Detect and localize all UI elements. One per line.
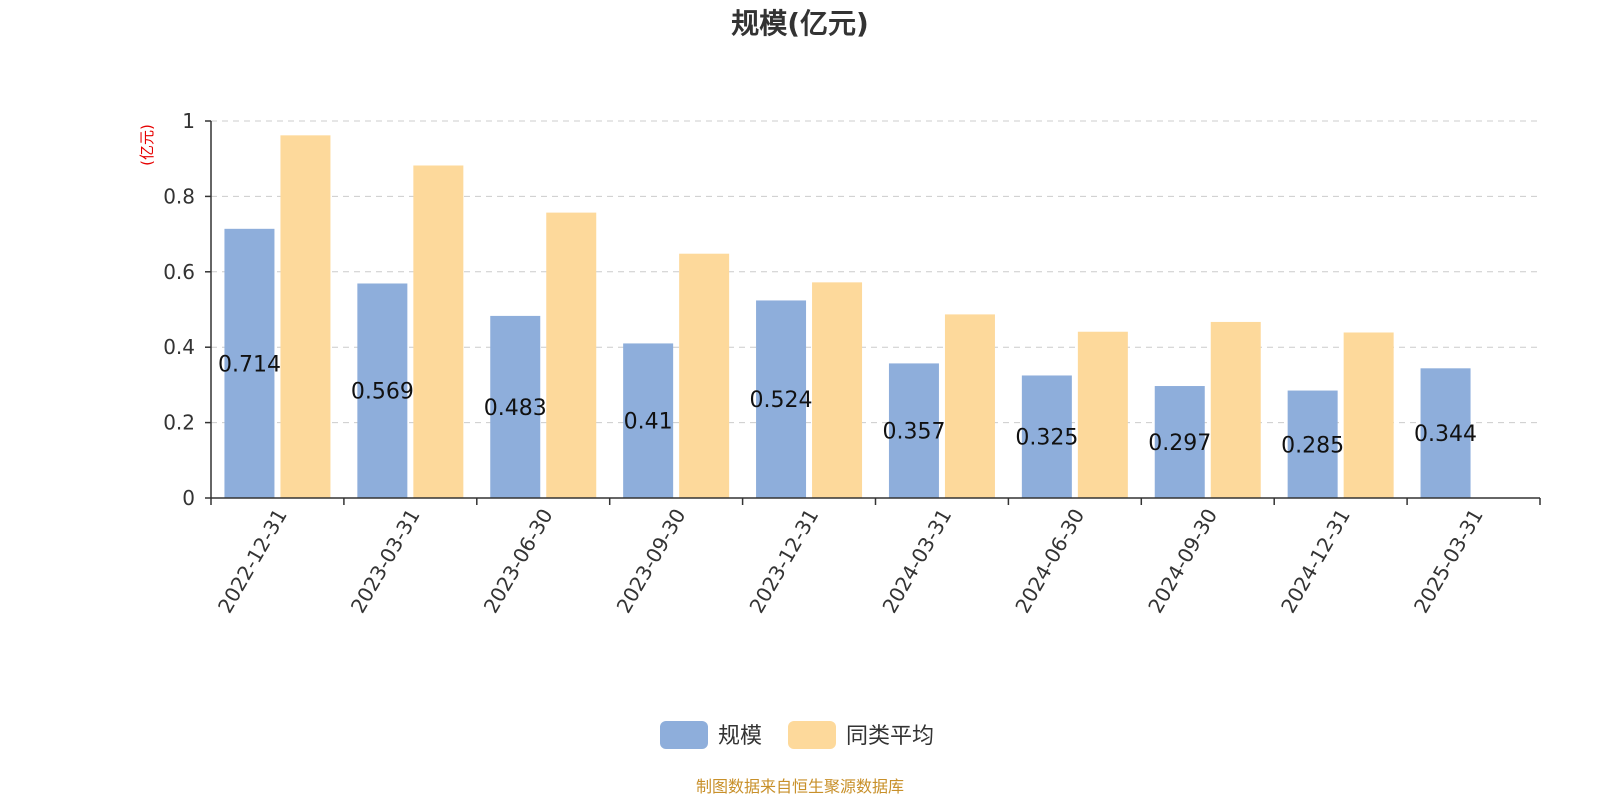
data-label-scale: 0.524 [750,388,813,413]
axes [210,121,1541,505]
x-tick-label: 2024-03-31 [877,505,956,618]
bar-scale[interactable] [1420,368,1471,498]
y-tick-label: 0.2 [163,411,195,435]
data-label-scale: 0.285 [1281,433,1344,458]
chart-title: 规模(亿元) [731,7,869,40]
x-tick-label: 2023-06-30 [479,505,558,618]
bar-category-average[interactable] [944,314,995,498]
y-tick-label: 0.6 [163,260,195,284]
bar-scale[interactable] [1287,390,1338,498]
x-tick-label: 2023-03-31 [346,505,425,618]
legend-swatch-category-average[interactable] [788,721,836,749]
data-label-scale: 0.569 [351,380,414,405]
x-tick-label: 2023-12-31 [744,505,823,618]
x-tick-label: 2024-09-30 [1143,505,1222,618]
y-tick-label: 1 [182,109,195,133]
gridlines [211,120,1540,424]
bar-category-average[interactable] [1210,321,1261,498]
x-tick-label: 2024-06-30 [1010,505,1089,618]
bar-scale[interactable] [1154,386,1205,498]
data-label-scale: 0.325 [1015,426,1078,451]
x-tick-label: 2022-12-31 [213,505,292,618]
legend: 规模 同类平均 [660,721,934,749]
bar-scale[interactable] [756,300,807,498]
bars [224,135,1471,499]
data-label-scale: 0.297 [1148,431,1211,456]
bar-scale[interactable] [1021,375,1072,498]
bar-category-average[interactable] [812,282,863,498]
bar-category-average[interactable] [1077,331,1128,498]
y-tick-label: 0.8 [163,184,195,208]
x-tick-label: 2025-03-31 [1409,505,1488,618]
bar-scale[interactable] [623,343,674,498]
bar-scale[interactable] [357,283,408,498]
y-tick-label: 0.4 [163,335,195,359]
data-labels: 0.714 0.569 0.483 0.41 0.524 0.357 0.325 0.297 0… [218,352,1477,458]
bar-scale[interactable] [490,315,541,498]
y-tick-labels: 0 0.2 0.4 0.6 0.8 1 [163,109,211,510]
bar-category-average[interactable] [280,135,331,499]
x-tick-label: 2024-12-31 [1276,505,1355,618]
bar-category-average[interactable] [1343,332,1394,498]
bar-category-average[interactable] [679,253,730,498]
data-source-note: 制图数据来自恒生聚源数据库 [696,777,904,796]
bar-scale[interactable] [224,228,275,498]
legend-label-scale[interactable]: 规模 [718,724,762,749]
data-label-scale: 0.483 [484,396,547,421]
bar-scale[interactable] [888,363,939,498]
legend-swatch-scale[interactable] [660,721,708,749]
data-label-scale: 0.41 [624,410,673,435]
x-tick-labels: 2022-12-31 2023-03-31 2023-06-30 2023-09-30… [213,505,1488,618]
data-label-scale: 0.344 [1414,422,1477,447]
data-label-scale: 0.357 [882,420,945,445]
bar-category-average[interactable] [546,212,597,498]
bar-category-average[interactable] [413,165,464,498]
y-axis-unit-label: (亿元) [138,124,156,166]
x-tick-label: 2023-09-30 [612,505,691,618]
data-label-scale: 0.714 [218,352,281,377]
y-tick-label: 0 [182,486,195,510]
legend-label-category-average[interactable]: 同类平均 [846,724,934,749]
